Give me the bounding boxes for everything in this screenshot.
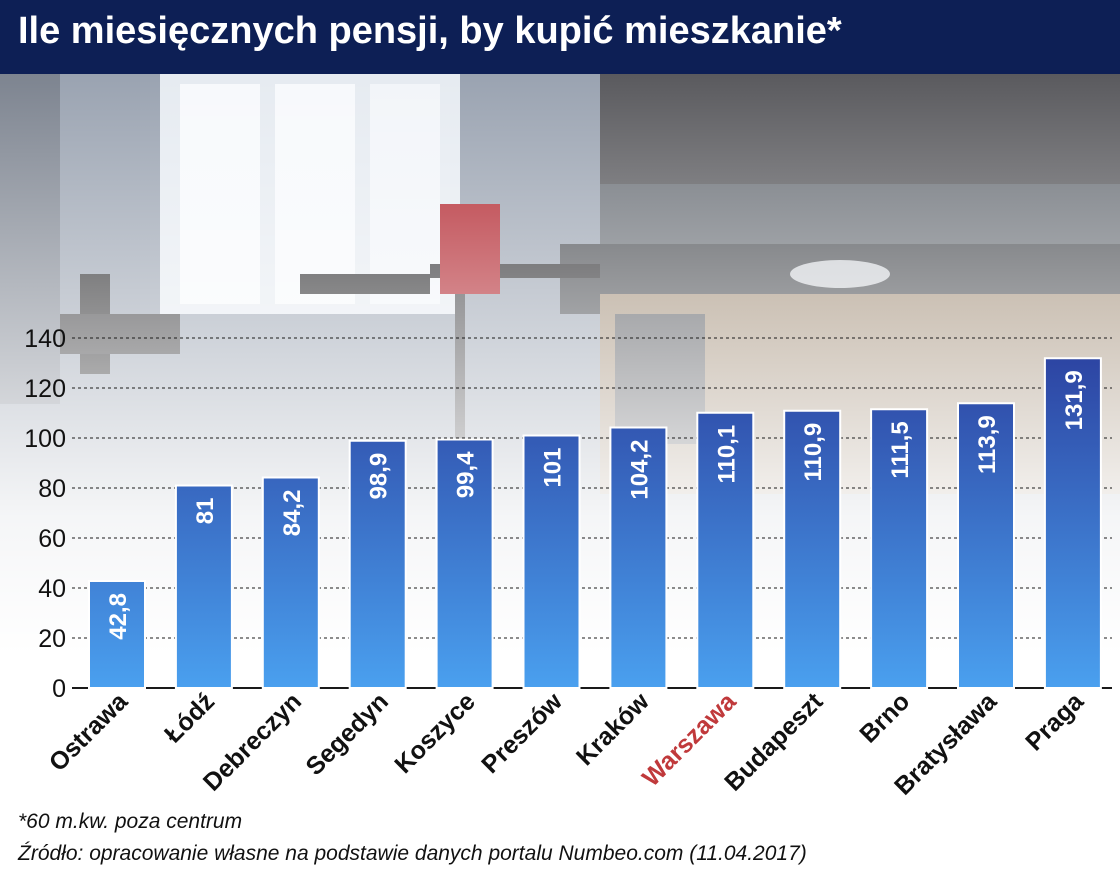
bar-layer: 42,8 81 84,2 98,9 99,4 101 104,2 110,1 110,9 111,…: [88, 357, 1102, 689]
y-tick-label: 40: [38, 575, 66, 603]
value-label-debreczyn: 84,2: [279, 490, 306, 537]
y-tick-label: 0: [52, 675, 66, 703]
bar-debreczyn: [261, 476, 320, 689]
value-label-budapeszt: 110,9: [800, 423, 827, 482]
value-label-praga: 131,9: [1061, 370, 1088, 430]
bar-ostrawa: [88, 580, 146, 689]
bar-budapeszt: [783, 409, 842, 689]
category-label-koszyce: Koszyce: [389, 687, 481, 779]
value-label-brno: 111,5: [887, 421, 914, 478]
value-label-kraków: 104,2: [626, 440, 653, 500]
chart-title: Ile miesięcznych pensji, by kupić mieszk…: [18, 10, 842, 52]
category-label-segedyn: Segedyn: [300, 687, 393, 780]
y-tick-label: 120: [24, 375, 66, 403]
bar-preszów: [522, 434, 581, 689]
value-label-preszów: 101: [540, 448, 567, 488]
source-note: Źródło: opracowanie własne na podstawie …: [18, 842, 807, 865]
category-label-praga: Praga: [1020, 687, 1090, 757]
value-label-koszyce: 99,4: [453, 451, 480, 498]
value-label-warszawa: 110,1: [713, 425, 740, 484]
value-label-łódź: 81: [192, 498, 219, 525]
value-label-segedyn: 98,9: [366, 453, 393, 500]
bar-segedyn: [348, 439, 407, 689]
y-tick-label: 20: [38, 625, 66, 653]
y-tick-label: 80: [38, 475, 66, 503]
bar-bratysława: [957, 402, 1015, 689]
category-label-łódź: Łódź: [159, 687, 220, 748]
category-label-brno: Brno: [854, 687, 915, 748]
bar-kraków: [609, 426, 668, 689]
category-label-kraków: Kraków: [571, 687, 655, 771]
x-axis: Ostrawa ŁódźDebreczynSegedynKoszycePreszó…: [44, 687, 1090, 801]
bar-warszawa: [696, 411, 755, 689]
title-bar: Ile miesięcznych pensji, by kupić mieszk…: [0, 0, 1120, 74]
y-tick-label: 100: [24, 425, 66, 453]
value-label-bratysława: 113,9: [974, 415, 1001, 474]
y-tick-label: 140: [24, 325, 66, 353]
footnote: *60 m.kw. poza centrum: [18, 810, 243, 833]
bar-brno: [870, 408, 929, 689]
grid-layer: [72, 337, 1112, 689]
y-axis: 0 20 40 60 80 100 120 140: [24, 325, 66, 703]
category-label-preszów: Preszów: [476, 687, 568, 779]
y-tick-label: 60: [38, 525, 66, 553]
value-label-ostrawa: 42,8: [105, 593, 132, 640]
bar-łódź: [174, 484, 233, 689]
bar-koszyce: [435, 438, 494, 689]
bar-praga: [1043, 357, 1102, 689]
